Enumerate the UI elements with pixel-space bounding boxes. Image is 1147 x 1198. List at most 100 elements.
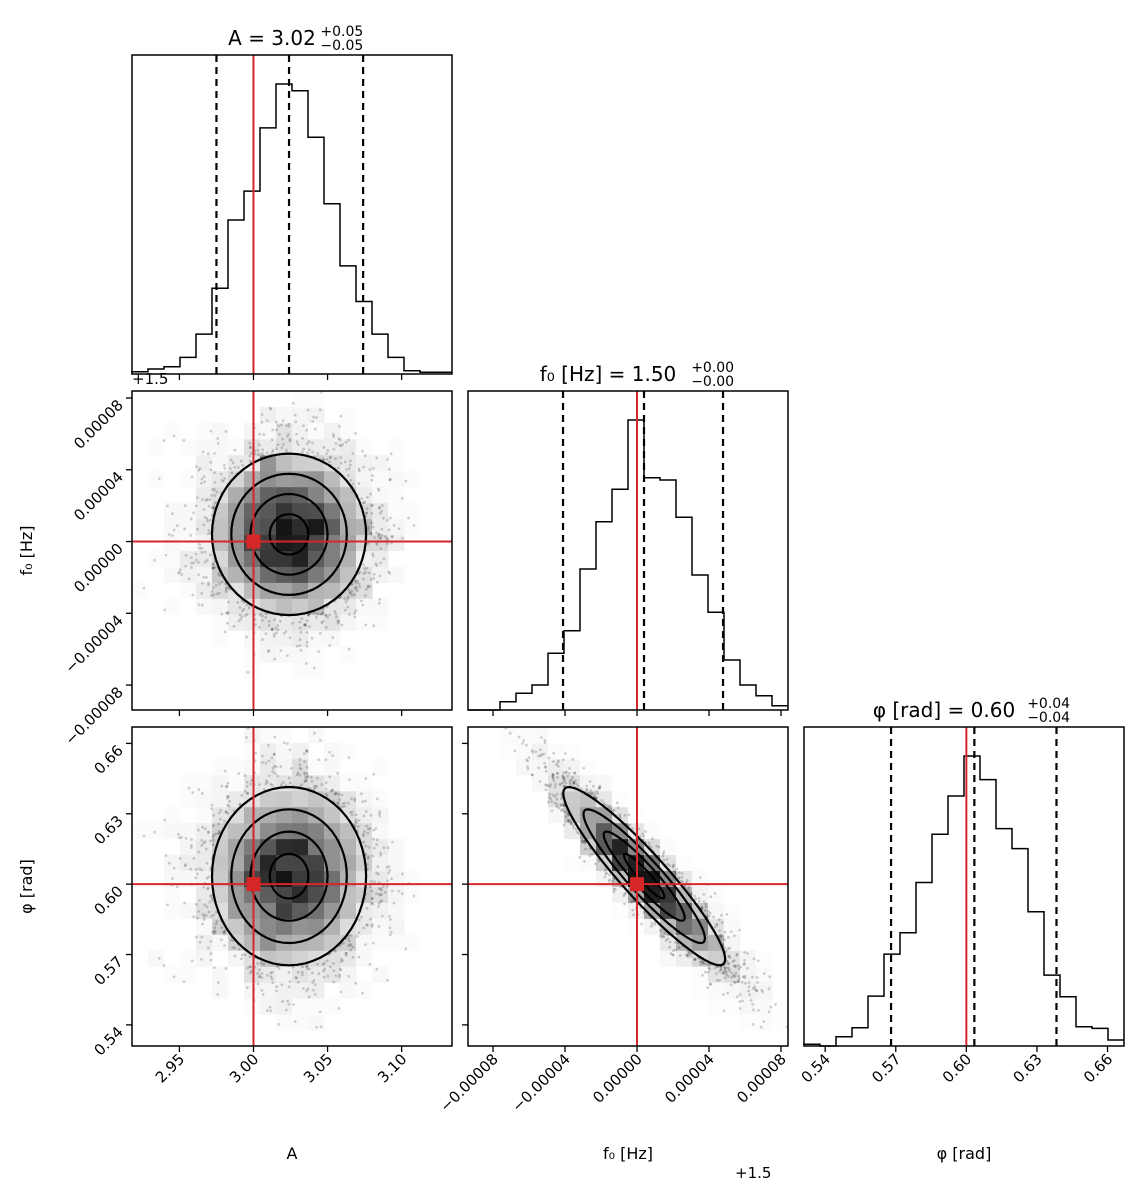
sample-point: [602, 801, 606, 805]
sample-point: [298, 773, 302, 777]
sample-point: [349, 478, 353, 482]
sample-point: [556, 761, 560, 764]
density-bin: [644, 886, 661, 903]
sample-point: [177, 832, 180, 836]
sample-point: [153, 558, 156, 562]
panel-content: [132, 727, 452, 1046]
density-bin: [308, 502, 325, 520]
sample-point: [267, 649, 271, 652]
sample-point: [233, 954, 237, 958]
density-bin: [660, 918, 677, 935]
sample-point: [334, 615, 338, 619]
sample-point: [312, 611, 316, 615]
density-bin: [276, 614, 293, 631]
panel-hist-A: A = 3.02 +0.05−0.05: [131, 24, 453, 375]
sample-point: [668, 940, 672, 944]
sample-point: [229, 458, 233, 462]
sample-point: [671, 865, 675, 869]
density-bin: [244, 838, 261, 856]
sample-point: [721, 971, 725, 975]
density-bin: [340, 406, 357, 424]
sample-point: [348, 592, 352, 595]
sample-point: [350, 810, 354, 814]
sample-point: [334, 612, 338, 616]
density-bin: [308, 774, 325, 792]
sample-point: [748, 993, 752, 996]
sample-point: [223, 819, 226, 823]
sample-point: [564, 810, 568, 813]
sample-point: [227, 600, 230, 604]
sample-point: [357, 931, 361, 935]
sample-point: [291, 1003, 295, 1006]
sample-point: [382, 846, 386, 850]
sample-point: [388, 478, 392, 482]
density-bin: [228, 454, 245, 472]
density-bin: [340, 950, 357, 967]
sample-point: [354, 431, 357, 435]
sample-point: [397, 527, 401, 531]
sample-point: [756, 981, 759, 984]
density-bin: [196, 582, 213, 599]
density-bin: [276, 630, 293, 647]
density-bin: [244, 902, 261, 919]
sample-point: [260, 638, 264, 641]
sample-point: [385, 518, 389, 522]
sample-point: [270, 977, 274, 981]
sample-point: [223, 769, 227, 773]
sample-point: [320, 782, 324, 786]
density-bin: [324, 438, 341, 456]
sample-point: [309, 775, 313, 779]
sample-point: [245, 780, 249, 784]
sample-point: [269, 407, 273, 411]
density-bin: [244, 966, 261, 983]
sample-point: [756, 959, 760, 963]
sample-point: [206, 887, 210, 891]
sample-point: [340, 623, 344, 627]
contour-line: [268, 513, 310, 556]
density-bin: [180, 966, 197, 983]
sample-point: [677, 876, 680, 879]
sample-point: [225, 784, 229, 788]
sample-point: [712, 915, 715, 919]
density-bin: [244, 662, 261, 679]
sample-point: [171, 877, 174, 881]
contour-line: [562, 785, 727, 967]
sample-point: [715, 978, 719, 982]
sample-point: [195, 902, 198, 906]
sample-point: [364, 587, 368, 591]
density-bin: [228, 774, 245, 792]
sample-point: [703, 909, 707, 912]
sample-point: [299, 767, 303, 771]
density-bin: [180, 854, 197, 872]
sample-point: [317, 972, 321, 976]
sample-point: [588, 854, 592, 858]
sample-point: [353, 593, 356, 597]
sample-point: [572, 781, 576, 784]
sample-point: [318, 631, 322, 635]
sample-point: [702, 900, 706, 904]
sample-point: [270, 438, 274, 442]
sample-point: [213, 966, 216, 970]
sample-point: [265, 973, 269, 977]
sample-point: [376, 580, 379, 584]
sample-point: [206, 830, 210, 834]
sample-point: [615, 801, 619, 805]
density-bin: [324, 550, 341, 567]
sample-point: [556, 771, 559, 775]
sample-point: [229, 938, 233, 942]
sample-point: [315, 784, 319, 788]
sample-point: [560, 797, 563, 801]
sample-point: [201, 450, 205, 454]
sample-point: [760, 988, 764, 992]
density-bin: [164, 502, 181, 520]
sample-point: [324, 758, 328, 762]
sample-point: [361, 449, 364, 453]
sample-point: [259, 961, 263, 965]
density-bin: [532, 774, 549, 792]
density-bin: [356, 822, 373, 840]
density-bin: [228, 598, 245, 615]
density-bin: [548, 790, 565, 808]
sample-point: [347, 438, 351, 442]
sample-point: [209, 460, 213, 464]
sample-point: [212, 593, 215, 597]
